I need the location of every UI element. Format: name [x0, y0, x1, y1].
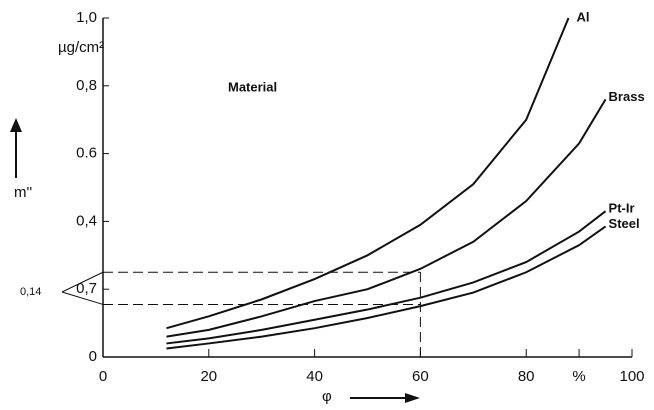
series-label: Brass — [609, 89, 645, 104]
x-tick-label: 0 — [99, 368, 107, 385]
series-label: Pt-Ir — [609, 201, 635, 216]
y-axis-label: m'' — [14, 184, 32, 201]
x-tick-label: 60 — [412, 368, 429, 385]
y-tick-label: 0 — [89, 348, 97, 365]
series-line — [166, 17, 570, 330]
x-tick-label: 20 — [200, 368, 217, 385]
x-tick-label: 100 — [619, 368, 644, 385]
x-tick-label: 40 — [306, 368, 323, 385]
x-arrow-head — [405, 393, 420, 403]
y-tick-label: 1,0 — [76, 9, 97, 26]
series-line — [166, 210, 607, 345]
y-unit-label: µg/cm² — [58, 39, 104, 56]
y-tick-label: 0,7 — [76, 280, 97, 297]
x-tick-label: 80 — [518, 368, 535, 385]
annotation: Material — [228, 79, 277, 94]
y-tick-label: 0.6 — [76, 145, 97, 162]
series-line — [166, 225, 607, 350]
guide-bracket — [61, 271, 104, 293]
x-tick-label: % — [572, 368, 585, 385]
guide-bracket — [61, 291, 104, 305]
series-line — [166, 98, 607, 338]
guide-label: 0,14 — [20, 286, 41, 298]
x-axis-label: φ — [322, 388, 332, 405]
y-tick-label: 0,8 — [76, 77, 97, 94]
series-label: Steel — [609, 216, 640, 231]
y-tick-label: 0,4 — [76, 212, 97, 229]
y-arrow-head — [10, 118, 22, 132]
series-label: Al — [577, 9, 590, 24]
